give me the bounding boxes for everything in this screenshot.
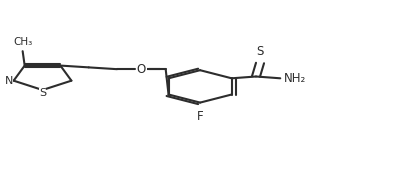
Text: NH₂: NH₂ (284, 72, 307, 85)
Text: O: O (137, 63, 146, 76)
Text: N: N (4, 76, 13, 86)
Text: F: F (197, 110, 203, 123)
Text: S: S (39, 88, 46, 98)
Text: CH₃: CH₃ (13, 37, 32, 47)
Text: S: S (256, 45, 264, 58)
